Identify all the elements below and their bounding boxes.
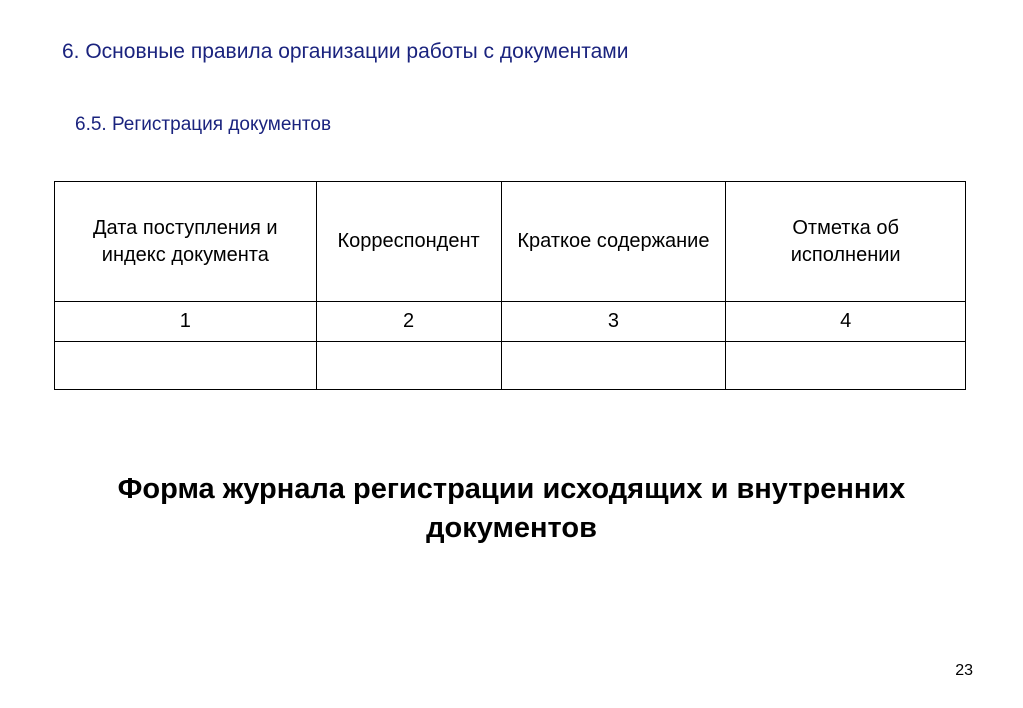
table-header-cell: Отметка об исполнении — [726, 182, 966, 302]
page-number: 23 — [955, 662, 973, 680]
table-empty-cell — [316, 342, 501, 390]
subsection-heading: 6.5. Регистрация документов — [75, 114, 973, 136]
table-empty-row — [55, 342, 966, 390]
table-header-cell: Краткое содержание — [501, 182, 726, 302]
table-empty-cell — [726, 342, 966, 390]
table-number-cell: 3 — [501, 302, 726, 342]
registration-table: Дата поступления и индекс документа Корр… — [54, 181, 966, 390]
table-header-cell: Дата поступления и индекс документа — [55, 182, 317, 302]
main-title: Форма журнала регистрации исходящих и вн… — [50, 470, 973, 548]
section-heading: 6. Основные правила организации работы с… — [62, 40, 973, 64]
table-header-cell: Корреспондент — [316, 182, 501, 302]
table-header-row: Дата поступления и индекс документа Корр… — [55, 182, 966, 302]
table-number-cell: 2 — [316, 302, 501, 342]
table-number-cell: 1 — [55, 302, 317, 342]
table-empty-cell — [55, 342, 317, 390]
table-empty-cell — [501, 342, 726, 390]
table-number-cell: 4 — [726, 302, 966, 342]
table-number-row: 1 2 3 4 — [55, 302, 966, 342]
